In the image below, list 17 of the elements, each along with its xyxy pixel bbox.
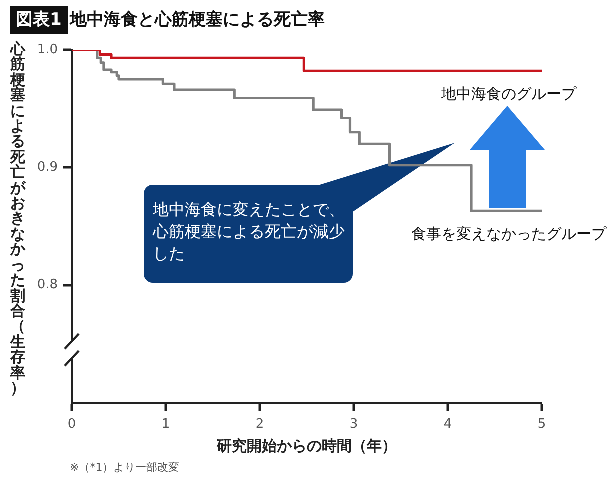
series-label: 食事を変えなかったグループ xyxy=(412,225,608,244)
x-tick-label: 5 xyxy=(538,417,546,432)
y-tick-label: 1.0 xyxy=(37,42,58,58)
x-tick-label: 3 xyxy=(350,417,358,432)
text: 図表1 xyxy=(10,6,68,34)
annotation: 地中海食に変えたことで、心筋梗塞による死亡が減少した xyxy=(153,199,346,265)
y-tick-label: 0.9 xyxy=(37,160,58,176)
text: 心筋梗塞による死亡がおきなかった割合（生存率） xyxy=(10,40,26,397)
y-tick-label: 0.8 xyxy=(37,278,58,293)
chart-title: 地中海食と心筋梗塞による死亡率 xyxy=(70,9,325,32)
x-tick-label: 1 xyxy=(162,417,170,432)
x-axis-title: 研究開始からの時間（年） xyxy=(216,436,397,455)
x-tick-label: 2 xyxy=(256,417,264,432)
x-tick-label: 4 xyxy=(444,417,452,432)
series-label: 地中海食のグループ xyxy=(440,85,578,104)
x-tick-label: 0 xyxy=(68,417,76,432)
text: ※（*1）より一部改変 xyxy=(70,461,180,475)
